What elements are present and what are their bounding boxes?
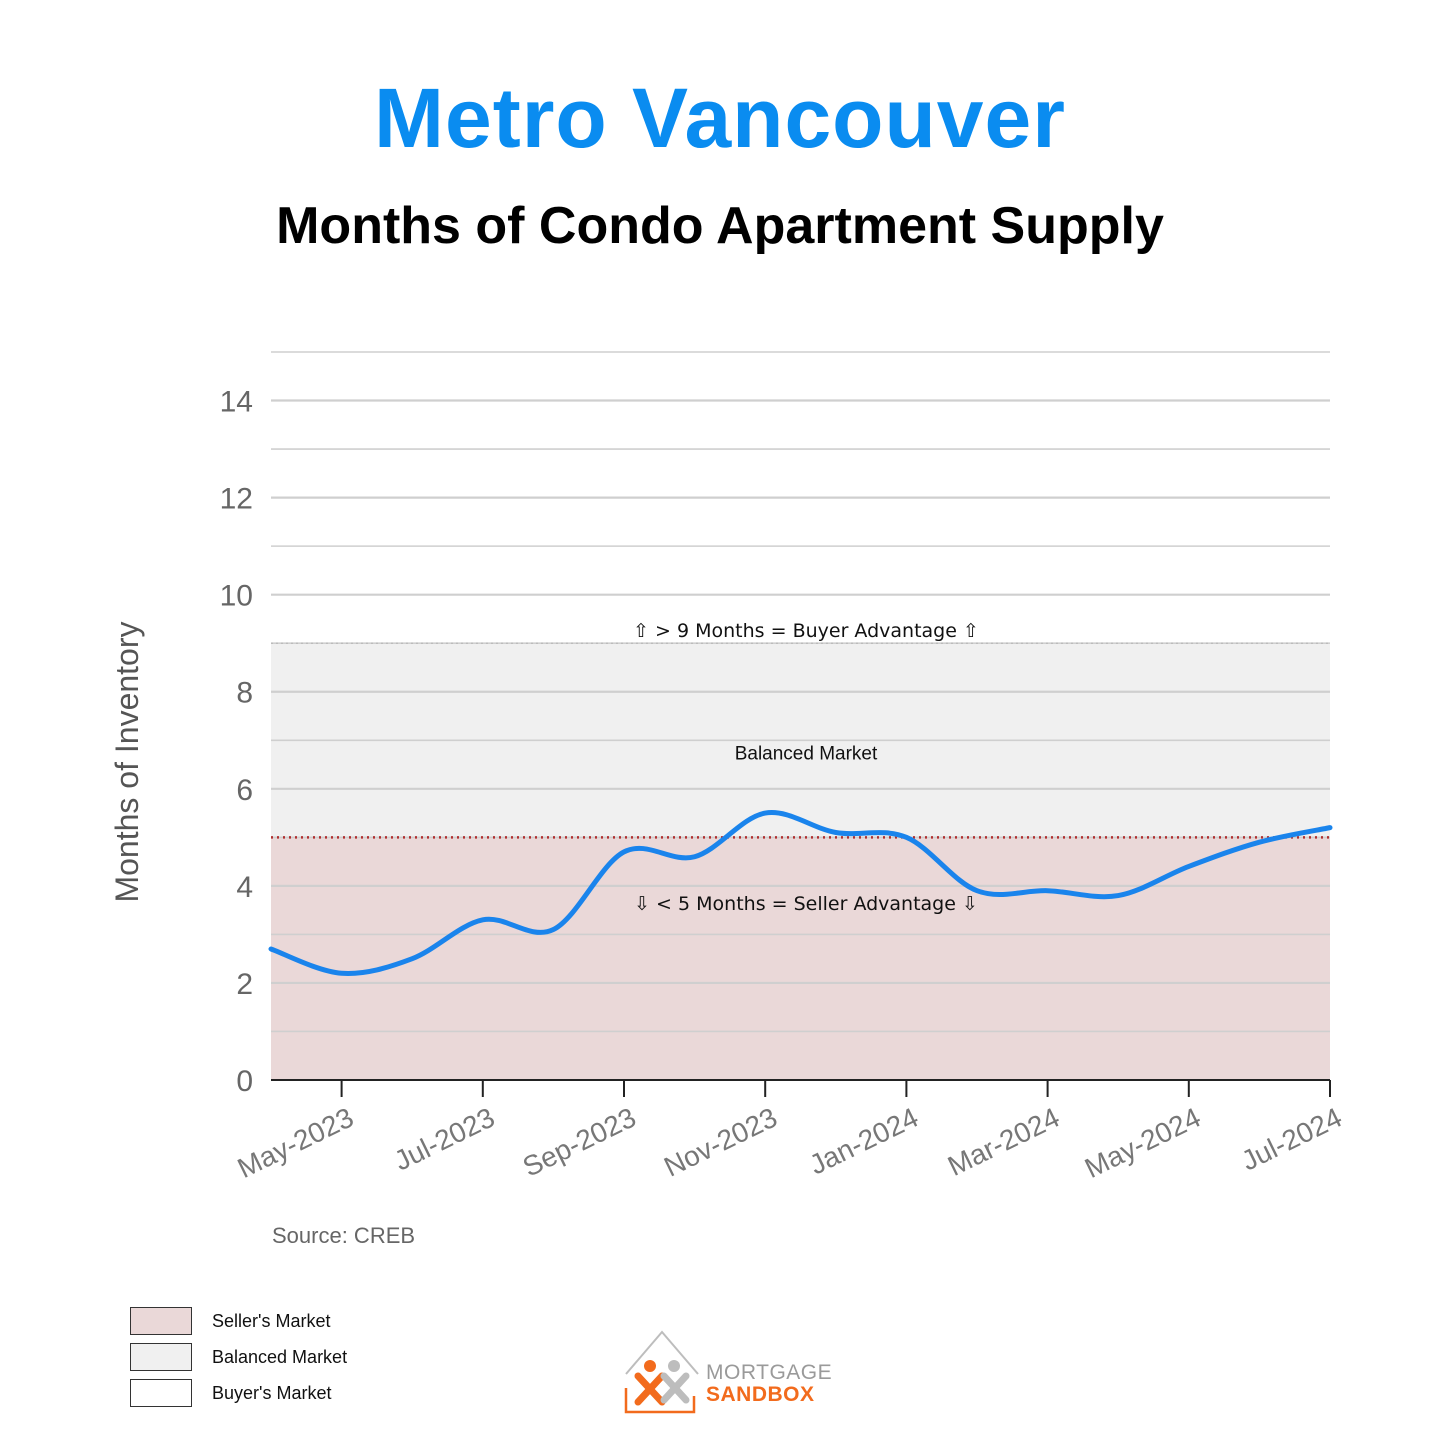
chart-title: Metro Vancouver (374, 71, 1066, 165)
legend-item-seller: Seller's Market (130, 1304, 347, 1338)
y-tick-label: 10 (220, 580, 253, 613)
grid-lines (271, 351, 1330, 1033)
x-tick-label: Nov-2023 (659, 1102, 782, 1183)
y-tick-label: 14 (220, 386, 253, 419)
y-tick-label: 2 (236, 968, 253, 1001)
x-tick-label: Jul-2023 (389, 1102, 499, 1177)
y-tick-label: 4 (236, 871, 253, 904)
zone-annotations: ⇧ > 9 Months = Buyer Advantage ⇧ Balanced… (633, 620, 979, 915)
legend-swatch-balanced (130, 1343, 192, 1371)
legend-swatch-seller (130, 1307, 192, 1335)
threshold-lines (271, 642, 1330, 839)
legend-label-buyer: Buyer's Market (212, 1382, 332, 1403)
y-axis-label: Months of Inventory (109, 621, 145, 902)
x-axis: May-2023 Jul-2023 Sep-2023 Nov-2023 Jan-2024… (233, 1079, 1347, 1184)
annotation-buyer-advantage: ⇧ > 9 Months = Buyer Advantage ⇧ (633, 620, 979, 642)
market-zones (271, 352, 1330, 1080)
y-tick-label: 0 (236, 1065, 253, 1098)
y-tick-label: 12 (220, 483, 253, 516)
x-tick-label: Mar-2024 (943, 1102, 1064, 1182)
legend-label-seller: Seller's Market (212, 1310, 331, 1331)
series-line (268, 810, 1333, 976)
series-layer (268, 810, 1333, 976)
x-tick-label: Jan-2024 (804, 1102, 923, 1181)
legend-swatch-buyer (130, 1379, 192, 1407)
house-logo-icon (624, 1330, 699, 1414)
annotation-balanced-market: Balanced Market (735, 744, 878, 765)
x-tick-label: Jul-2024 (1237, 1102, 1347, 1177)
y-tick-label: 6 (236, 774, 253, 807)
logo-text-top: MORTGAGE (706, 1361, 833, 1384)
zone-seller (271, 837, 1330, 1080)
mortgage-sandbox-logo: MORTGAGE SANDBOX (622, 1328, 832, 1418)
x-tick-label: May-2023 (233, 1102, 359, 1184)
annotation-seller-advantage: ⇩ < 5 Months = Seller Advantage ⇩ (634, 893, 978, 915)
logo-text-bottom: SANDBOX (706, 1383, 815, 1406)
y-tick-label: 8 (236, 677, 253, 710)
legend-label-balanced: Balanced Market (212, 1346, 348, 1367)
x-tick-label: May-2024 (1080, 1102, 1206, 1184)
legend-item-balanced: Balanced Market (130, 1340, 347, 1374)
legend: Seller's Market Balanced Market Buyer's … (130, 1304, 347, 1412)
legend-item-buyer: Buyer's Market (130, 1376, 347, 1410)
y-axis-ticks: 0 2 4 6 8 10 12 14 (220, 386, 253, 1098)
source-note: Source: CREB (272, 1223, 415, 1248)
chart-subtitle: Months of Condo Apartment Supply (276, 197, 1164, 255)
x-tick-label: Sep-2023 (518, 1102, 641, 1183)
